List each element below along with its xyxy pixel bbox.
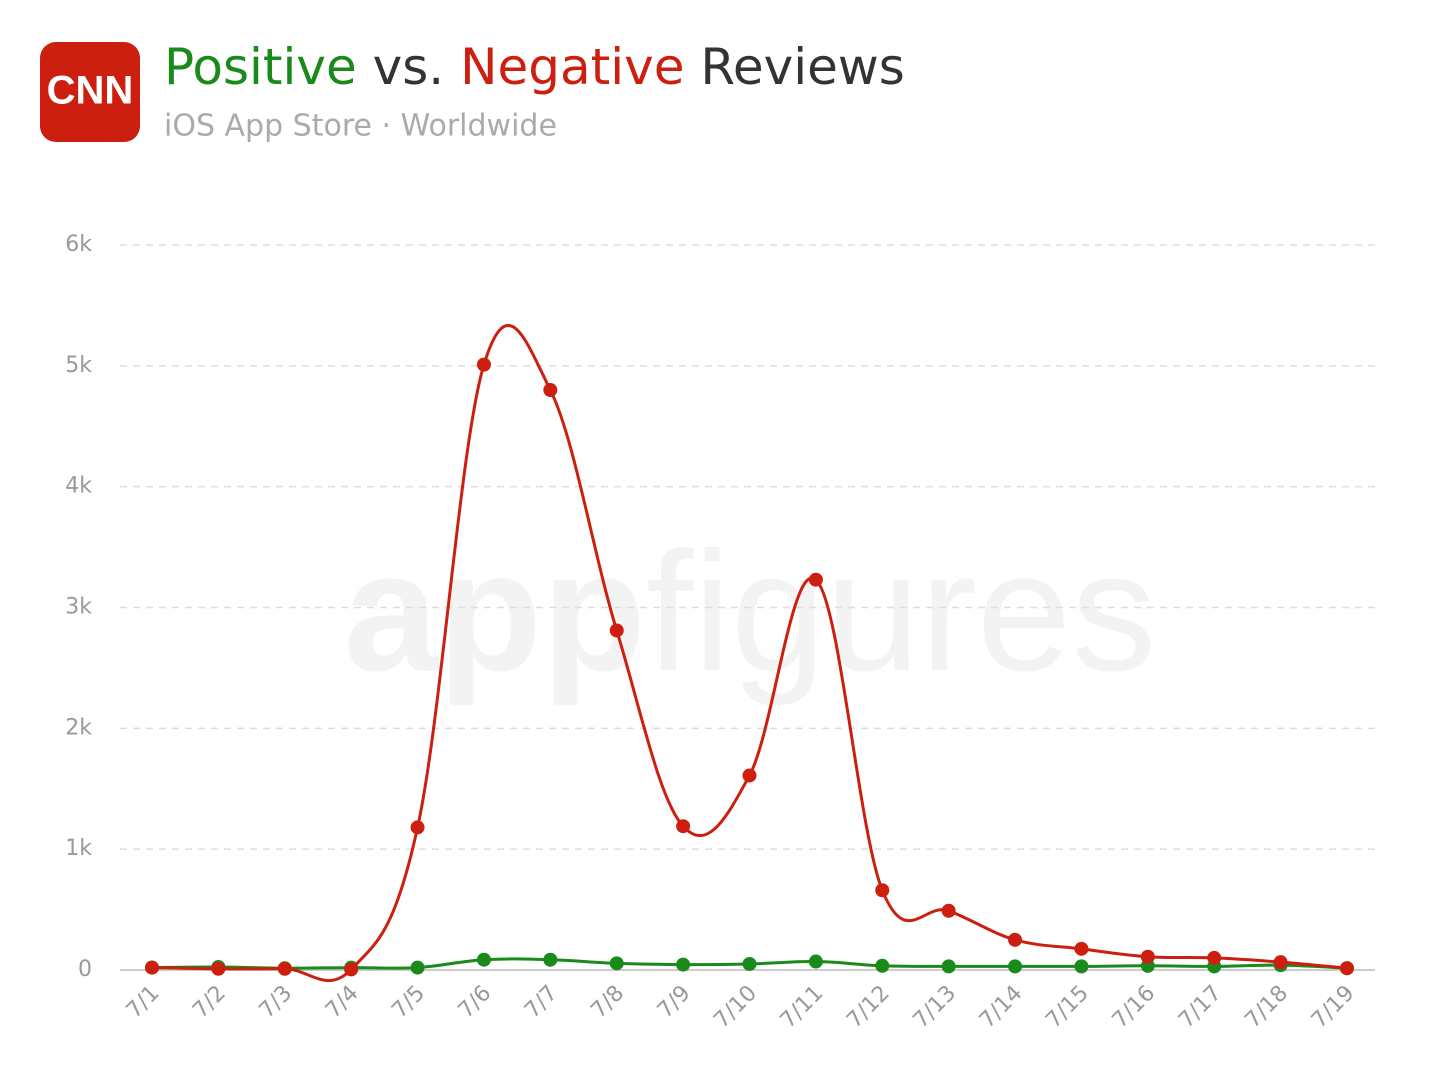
logo	[40, 42, 140, 142]
x-tick-label: 7/7	[520, 981, 563, 1024]
x-tick-label: 7/14	[975, 981, 1028, 1034]
data-point	[875, 958, 890, 973]
data-point	[344, 962, 359, 977]
data-point	[609, 623, 624, 638]
x-tick-label: 7/18	[1240, 981, 1293, 1034]
x-tick-label: 7/19	[1307, 981, 1360, 1034]
watermark-figures: figures	[646, 517, 1156, 707]
data-point	[808, 572, 823, 587]
x-tick-label: 7/13	[909, 981, 962, 1034]
x-tick-label: 7/2	[188, 981, 231, 1024]
chart-title: Positive vs. Negative Reviews	[164, 38, 905, 96]
x-tick-label: 7/4	[321, 981, 364, 1024]
y-tick-label: 0	[78, 957, 92, 982]
x-tick-label: 7/11	[776, 981, 829, 1034]
data-point	[476, 357, 491, 372]
y-tick-label: 4k	[65, 474, 92, 499]
y-tick-label: 2k	[65, 715, 92, 740]
x-tick-label: 7/17	[1174, 981, 1227, 1034]
title-joiner: vs.	[373, 38, 445, 96]
data-point	[476, 952, 491, 967]
x-tick-label: 7/15	[1041, 981, 1094, 1034]
y-tick-label: 6k	[65, 232, 92, 257]
title-negative: Negative	[460, 38, 684, 96]
data-point	[543, 952, 558, 967]
title-suffix: Reviews	[700, 38, 904, 96]
chart-subtitle: iOS App Store · Worldwide	[164, 109, 557, 144]
y-tick-label: 3k	[65, 595, 92, 620]
data-point	[1273, 955, 1288, 970]
x-tick-label: 7/12	[842, 981, 895, 1034]
data-point	[676, 957, 691, 972]
data-point	[875, 883, 890, 898]
data-point	[676, 819, 691, 834]
data-point	[1074, 959, 1089, 974]
data-point	[277, 961, 292, 976]
data-point	[941, 959, 956, 974]
data-point	[1074, 941, 1089, 956]
data-point	[543, 383, 558, 397]
data-point	[742, 956, 757, 971]
data-point	[1207, 950, 1222, 965]
data-point	[410, 960, 425, 975]
y-tick-label: 5k	[65, 353, 92, 378]
logo-text: CNN	[47, 69, 134, 113]
x-tick-label: 7/6	[454, 981, 497, 1024]
data-point	[1140, 949, 1155, 964]
data-point	[211, 961, 226, 976]
data-point	[1008, 959, 1023, 974]
title-positive: Positive	[164, 38, 357, 96]
watermark-app: app	[344, 517, 646, 707]
x-tick-label: 7/9	[653, 981, 696, 1024]
y-tick-label: 1k	[65, 836, 92, 861]
data-point	[145, 960, 159, 975]
data-point	[410, 820, 425, 835]
data-point	[941, 903, 956, 918]
x-tick-label: 7/5	[387, 981, 430, 1024]
x-tick-label: 7/8	[586, 981, 629, 1024]
x-tick-label: 7/10	[709, 981, 762, 1034]
data-point	[1008, 932, 1023, 947]
data-point	[609, 956, 624, 971]
watermark: appfigures	[344, 517, 1156, 707]
data-point	[1340, 961, 1354, 976]
x-tick-label: 7/1	[122, 981, 165, 1024]
data-point	[742, 768, 757, 783]
x-tick-label: 7/3	[255, 981, 298, 1024]
x-tick-label: 7/16	[1108, 981, 1161, 1034]
data-point	[808, 954, 823, 969]
